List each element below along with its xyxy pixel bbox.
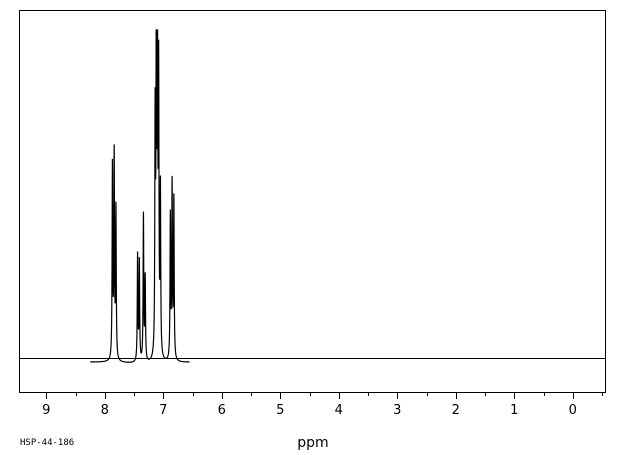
x-axis-title: ppm bbox=[297, 435, 328, 451]
x-tick-label: 8 bbox=[101, 403, 109, 418]
x-tick-label: 0 bbox=[569, 403, 577, 418]
x-tick-label: 4 bbox=[335, 403, 343, 418]
x-axis-ticks bbox=[46, 392, 603, 399]
x-tick-label: 1 bbox=[510, 403, 518, 418]
x-axis-tick-labels: 9 8 7 6 5 4 3 2 1 0 bbox=[42, 403, 577, 418]
x-tick-label: 6 bbox=[218, 403, 226, 418]
x-tick-label: 9 bbox=[42, 403, 50, 418]
plot-frame-group bbox=[19, 10, 606, 393]
spectrum-trace bbox=[90, 29, 190, 363]
sample-code-label: HSP-44-186 bbox=[20, 438, 74, 448]
plot-frame bbox=[19, 10, 606, 393]
x-tick-label: 7 bbox=[159, 403, 167, 418]
x-tick-label: 2 bbox=[452, 403, 460, 418]
x-tick-label: 5 bbox=[276, 403, 284, 418]
x-tick-label: 3 bbox=[393, 403, 401, 418]
